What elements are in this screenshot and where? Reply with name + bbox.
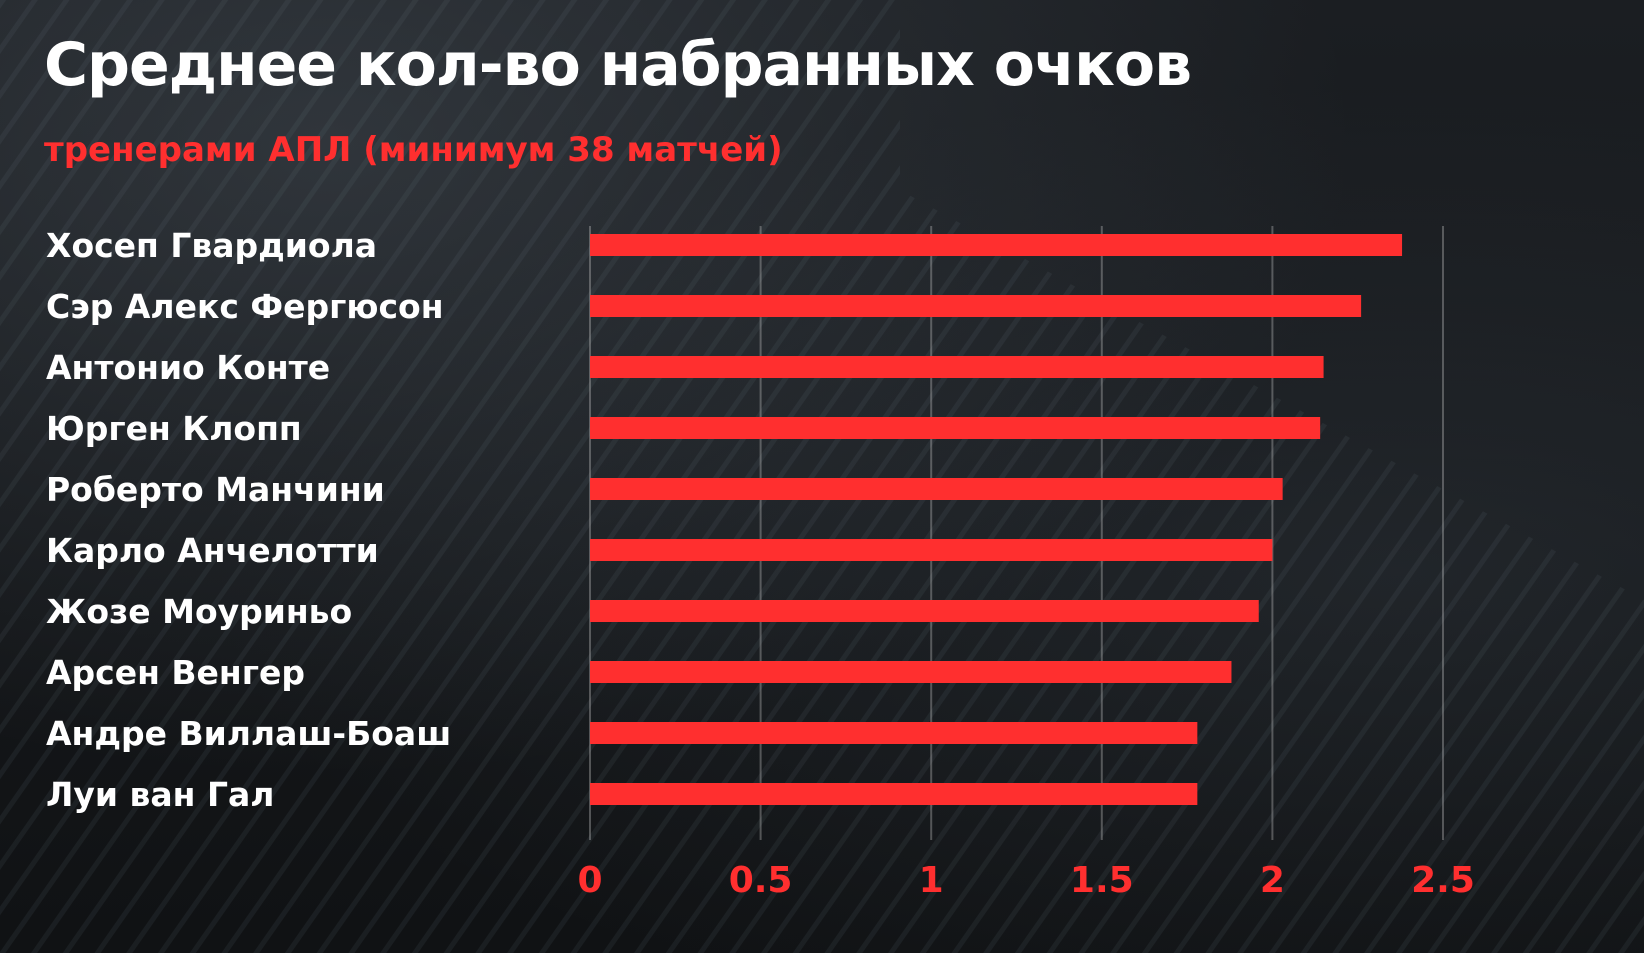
category-label: Роберто Манчини [46,470,385,509]
x-tick-label: 1 [919,860,944,901]
x-axis-tick-labels: 0 0.5 1 1.5 2 2.5 [577,860,1474,901]
x-tick-label: 2.5 [1411,860,1475,901]
chart-subtitle: тренерами АПЛ (минимум 38 матчей) [44,130,783,170]
category-label: Арсен Венгер [46,653,305,692]
x-tick-label: 0.5 [729,860,793,901]
category-label: Жозе Моуриньо [46,592,352,631]
bar [590,539,1273,561]
x-tick-label: 1.5 [1070,860,1134,901]
bar [590,295,1362,317]
grid-lines [589,226,1444,840]
bar [590,783,1198,805]
bar [590,600,1259,622]
bar [590,661,1232,683]
category-label: Карло Анчелотти [46,531,379,570]
category-label: Юрген Клопп [46,409,302,448]
category-labels: Хосеп Гвардиола Сэр Алекс Фергюсон Антонио… [46,226,451,814]
category-label: Андре Виллаш-Боаш [46,714,451,753]
x-tick-label: 0 [577,860,602,901]
bar [590,722,1198,744]
category-label: Хосеп Гвардиола [46,226,377,265]
chart-title: Среднее кол-во набранных очков [44,30,1192,100]
bar [590,234,1403,256]
bars [590,234,1403,805]
bar [590,356,1324,378]
bar [590,478,1283,500]
x-tick-label: 2 [1260,860,1285,901]
category-label: Сэр Алекс Фергюсон [46,287,444,326]
category-label: Антонио Конте [46,348,330,387]
category-label: Луи ван Гал [46,775,274,814]
bar [590,417,1321,439]
